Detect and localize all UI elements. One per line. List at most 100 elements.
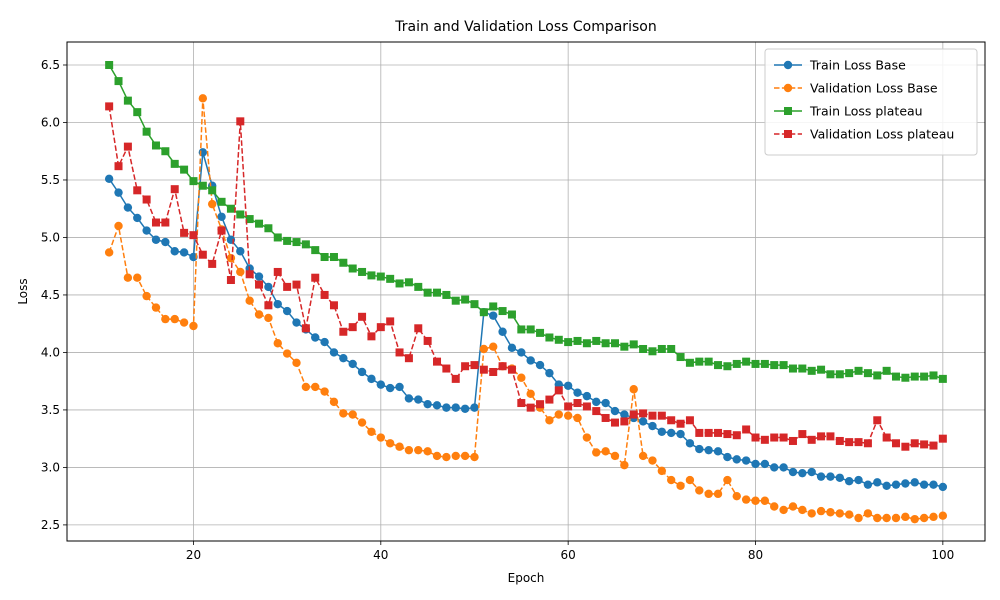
data-point (620, 410, 629, 419)
data-point (114, 188, 123, 197)
data-point (507, 365, 516, 374)
data-point (882, 433, 891, 442)
data-point (376, 380, 386, 389)
data-point (938, 374, 947, 383)
data-point (920, 440, 929, 449)
data-point (151, 303, 161, 312)
data-point (526, 389, 535, 399)
data-point (385, 383, 395, 393)
y-tick-label: 4.5 (41, 288, 60, 302)
data-point (648, 421, 657, 431)
data-point (817, 432, 826, 441)
data-point (226, 276, 235, 285)
data-point (854, 438, 863, 447)
data-point (770, 361, 779, 370)
data-point (545, 333, 554, 342)
data-point (882, 366, 891, 375)
data-point (470, 403, 479, 412)
data-point (292, 280, 301, 289)
data-point (320, 387, 329, 396)
data-point (685, 439, 695, 448)
data-point (386, 317, 395, 326)
data-point (423, 447, 432, 456)
data-point (854, 513, 863, 523)
data-point (142, 195, 151, 204)
data-point (189, 231, 198, 240)
data-point (498, 362, 507, 371)
data-point (292, 238, 301, 247)
data-point (329, 253, 338, 262)
data-point (442, 452, 451, 462)
data-point (732, 455, 741, 464)
data-point (891, 513, 901, 523)
data-point (882, 481, 891, 491)
data-point (161, 218, 170, 227)
data-point (835, 370, 844, 379)
data-point (142, 226, 151, 235)
data-point (151, 218, 160, 227)
data-point (198, 250, 207, 259)
data-point (564, 402, 573, 411)
data-point (592, 448, 601, 457)
data-point (826, 432, 835, 441)
data-point (592, 407, 601, 416)
data-point (582, 339, 591, 348)
data-point (283, 282, 292, 291)
data-point (414, 395, 423, 404)
data-point (788, 502, 798, 511)
data-point (723, 430, 732, 439)
data-point (919, 513, 929, 523)
data-point (582, 391, 592, 401)
data-point (507, 310, 516, 319)
data-point (882, 513, 891, 523)
data-point (395, 279, 404, 288)
data-point (348, 264, 357, 273)
data-point (526, 325, 535, 334)
data-point (311, 273, 320, 282)
data-point (217, 226, 226, 235)
data-point (282, 349, 292, 358)
data-point (236, 210, 245, 219)
data-point (741, 495, 751, 504)
data-point (367, 332, 376, 341)
data-point (770, 502, 779, 511)
data-point (779, 463, 788, 472)
data-point (844, 510, 854, 519)
x-tick-label: 60 (561, 548, 576, 562)
data-point (320, 337, 329, 347)
data-point (489, 302, 498, 311)
data-point (479, 365, 488, 374)
data-point (114, 77, 123, 86)
data-point (610, 406, 620, 416)
data-point (367, 271, 376, 280)
data-point (432, 401, 442, 410)
data-point (189, 177, 198, 186)
data-point (526, 403, 535, 412)
data-point (807, 366, 816, 375)
data-point (142, 127, 151, 136)
data-point (367, 374, 376, 384)
data-point (161, 147, 170, 156)
y-tick-label: 6.5 (41, 58, 60, 72)
data-point (788, 364, 797, 373)
data-point (601, 398, 610, 408)
data-point (264, 282, 273, 292)
legend-label: Train Loss Base (809, 58, 906, 73)
data-point (714, 361, 723, 370)
data-point (732, 431, 741, 440)
data-point (395, 348, 404, 357)
data-point (470, 452, 479, 462)
data-point (329, 348, 339, 357)
data-point (123, 142, 132, 151)
data-point (545, 416, 554, 425)
data-point (470, 361, 479, 370)
data-point (601, 447, 610, 456)
data-point (404, 354, 413, 363)
data-point (798, 505, 807, 515)
data-point (910, 514, 919, 524)
data-point (479, 344, 489, 354)
data-point (217, 212, 226, 221)
data-point (610, 418, 619, 427)
data-point (657, 427, 667, 436)
legend-item: Validation Loss Base (774, 81, 938, 96)
